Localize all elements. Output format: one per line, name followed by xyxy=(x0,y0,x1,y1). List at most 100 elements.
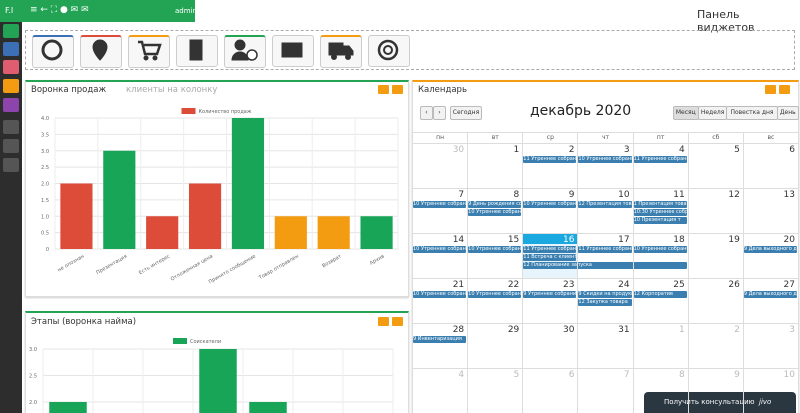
day-cell xyxy=(467,188,523,233)
menu-icon[interactable] xyxy=(3,158,19,172)
day-number: 4 xyxy=(458,370,465,380)
menu-icon[interactable] xyxy=(3,139,19,153)
event[interactable]: 10 Утреннее собрани xyxy=(523,201,577,208)
day-cell xyxy=(632,368,688,413)
panel-tab[interactable]: клиенты на колонку xyxy=(126,85,218,95)
view-button[interactable]: День xyxy=(776,106,799,120)
day-number: 8 xyxy=(513,190,520,200)
event[interactable]: 11 Утреннее собрани xyxy=(633,156,687,163)
day-cell xyxy=(467,323,523,368)
event[interactable]: 12 Закупка товара xyxy=(578,299,632,306)
day-cell xyxy=(632,278,688,323)
widget-icons xyxy=(41,39,399,61)
day-cell xyxy=(687,233,743,278)
day-number: 5 xyxy=(734,145,740,155)
day-cell xyxy=(577,323,633,368)
chat-label[interactable]: Получить консультацию xyxy=(664,398,755,406)
day-cell xyxy=(687,278,743,323)
prev-button[interactable]: ‹ xyxy=(420,106,433,120)
event[interactable]: 9 Инвентаризация xyxy=(413,336,467,343)
day-number: 29 xyxy=(507,325,520,335)
day-cell xyxy=(687,188,743,233)
event[interactable]: 10 Утреннее собрани xyxy=(413,246,467,253)
event[interactable]: 10 Утреннее собрани xyxy=(633,246,687,253)
menu-icon[interactable] xyxy=(3,79,19,93)
event[interactable]: 11 Утреннее собрани xyxy=(523,246,577,253)
bar xyxy=(49,402,87,413)
event[interactable]: 1 Презентация това xyxy=(633,201,687,208)
widget-bar xyxy=(25,30,795,70)
day-cell xyxy=(412,233,468,278)
day-cell xyxy=(742,188,798,233)
user[interactable]: admin xyxy=(175,7,197,15)
collapse-button[interactable] xyxy=(765,85,776,94)
event[interactable]: 9 День рождения сот xyxy=(468,201,522,208)
remove-button[interactable] xyxy=(392,317,403,326)
toolbar-icons[interactable]: ≡ ← ⛶ ● ✉ ✉ xyxy=(30,5,89,15)
remove-button[interactable] xyxy=(392,85,403,94)
menu-icon[interactable] xyxy=(3,98,19,112)
day-number: 1 xyxy=(678,325,685,335)
event[interactable]: 11 Утреннее собрание xyxy=(523,156,577,163)
event[interactable]: 11 Встреча с клиент xyxy=(523,254,577,261)
event[interactable]: 9 Скидки на продукц xyxy=(578,291,632,298)
day-number: 3 xyxy=(789,325,795,335)
y-tick-label: 3.0 xyxy=(41,149,49,155)
event[interactable]: 9 Дела выходного дн xyxy=(743,246,797,253)
day-cell xyxy=(632,188,688,233)
today-button[interactable]: Сегодня xyxy=(450,106,482,120)
event[interactable]: 11 Утреннее собрани xyxy=(578,246,632,253)
event[interactable]: 10 Утреннее собрани xyxy=(468,209,522,216)
bar xyxy=(103,150,136,249)
widget-button[interactable] xyxy=(128,35,170,68)
view-button[interactable]: Месяц xyxy=(672,106,699,120)
day-number: 7 xyxy=(458,190,465,200)
day-number: 21 xyxy=(452,280,465,290)
view-button[interactable]: Повестка дня xyxy=(726,106,778,120)
brand[interactable]: F.I xyxy=(5,6,14,15)
day-number: 12 xyxy=(728,190,740,200)
weekday: пн xyxy=(412,132,468,143)
event[interactable]: 12 Планирование запуска xyxy=(523,262,687,269)
remove-button[interactable] xyxy=(779,85,790,94)
menu-icon[interactable] xyxy=(3,42,19,56)
event[interactable]: 9 Дела выходного дн xyxy=(743,291,797,298)
menu-icon[interactable] xyxy=(3,60,19,74)
x-tick-label: Возврат xyxy=(321,253,342,269)
collapse-button[interactable] xyxy=(378,317,389,326)
day-number: 31 xyxy=(618,325,630,335)
event[interactable]: 9 Утреннее собрани xyxy=(523,291,577,298)
day-number: 6 xyxy=(568,370,575,380)
day-number: 20 xyxy=(783,235,795,245)
panel-title: Календарь xyxy=(418,85,467,95)
y-tick-label: 2.0 xyxy=(29,400,37,406)
day-cell xyxy=(522,278,578,323)
event[interactable]: 12 Презентация това xyxy=(578,201,632,208)
event[interactable]: 10 Утреннее собрани xyxy=(578,156,632,163)
event[interactable]: 12 Корпоратив xyxy=(633,291,687,298)
chat-brand: jivo xyxy=(759,398,772,406)
collapse-button[interactable] xyxy=(378,85,389,94)
event[interactable]: 10 Утреннее собрани xyxy=(413,291,467,298)
y-tick-label: 1.0 xyxy=(41,214,49,220)
day-number: 15 xyxy=(507,235,520,245)
day-cell xyxy=(577,368,633,413)
menu-icon[interactable] xyxy=(3,24,19,38)
event[interactable]: 10 Утреннее собрани xyxy=(413,201,467,208)
y-tick-label: 2.0 xyxy=(41,182,49,188)
day-cell xyxy=(742,323,798,368)
event[interactable]: 10 Утреннее собрани xyxy=(468,291,522,298)
widget-button[interactable] xyxy=(224,35,266,68)
event[interactable]: 10 Утреннее собрани xyxy=(468,246,522,253)
view-button[interactable]: Неделя xyxy=(697,106,728,120)
day-cell xyxy=(577,143,633,188)
weekday: ср xyxy=(522,132,578,143)
next-button[interactable]: › xyxy=(433,106,446,120)
menu-icon[interactable] xyxy=(3,120,19,134)
y-tick-label: 2.5 xyxy=(29,374,37,380)
event[interactable]: 10:30 Утреннее собр xyxy=(633,209,687,216)
bar xyxy=(60,183,93,249)
chart-group: Соискатели 2.0 2.5 3.0 xyxy=(29,338,394,413)
chat-widget[interactable]: Получить консультацию jivo xyxy=(644,392,796,413)
event[interactable]: 10 Презентация т xyxy=(633,217,687,224)
